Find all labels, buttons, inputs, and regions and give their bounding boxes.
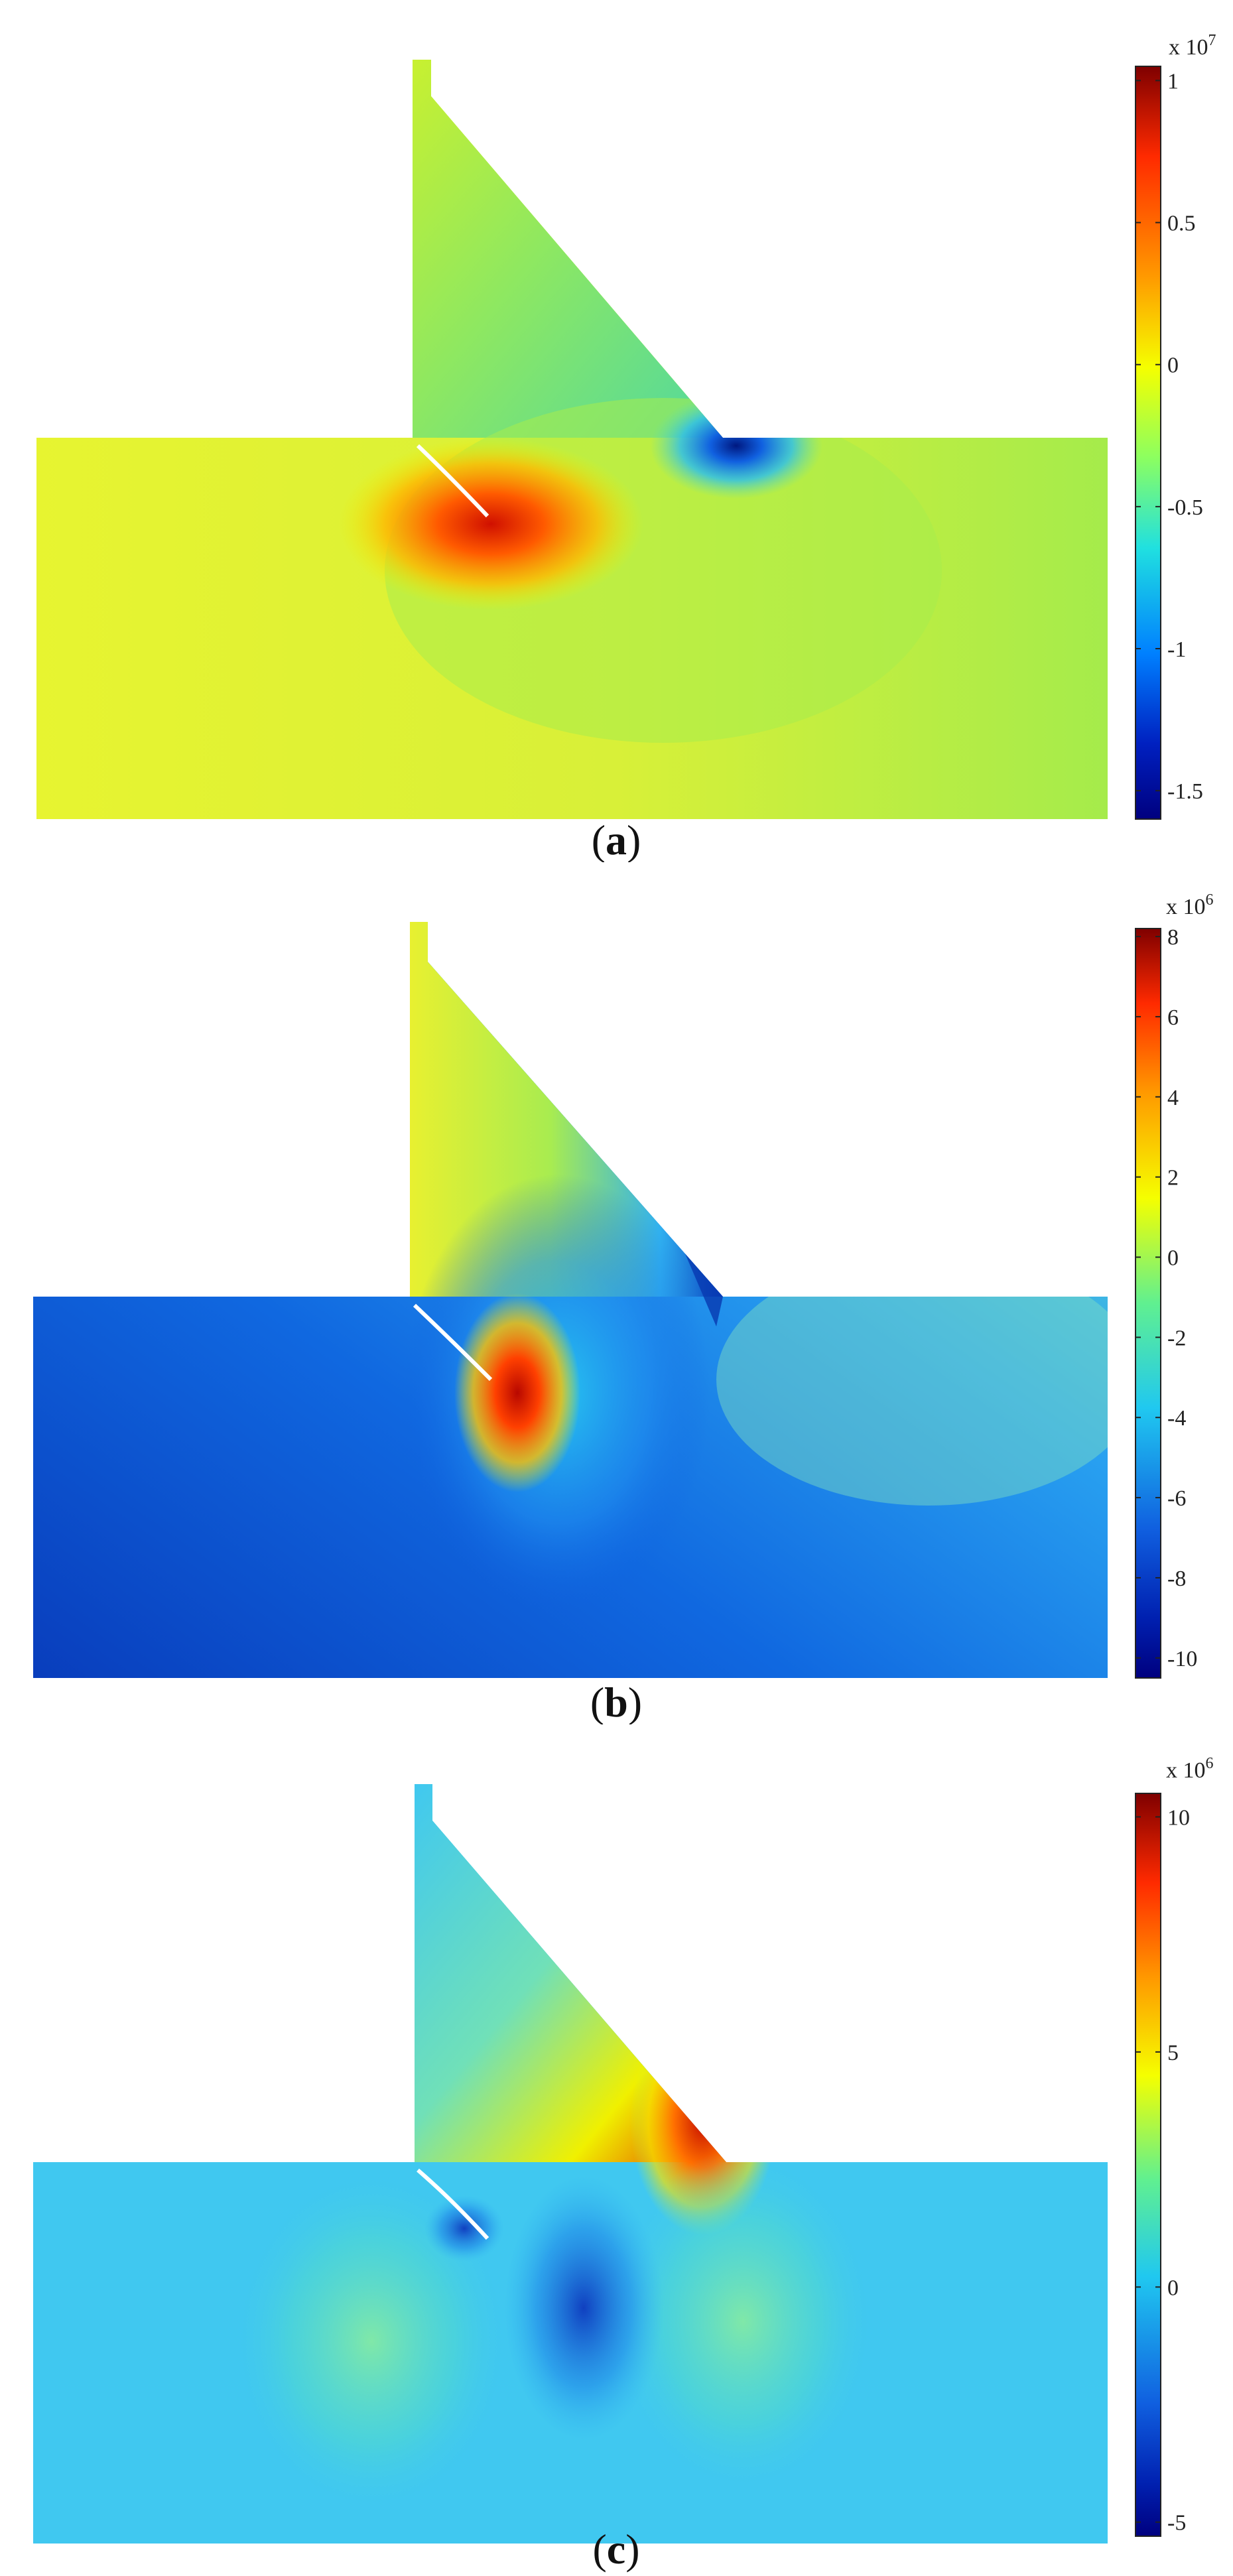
colorbar-tick-label: 0.5 bbox=[1167, 212, 1196, 236]
colorbar-tick-label: 6 bbox=[1167, 1005, 1179, 1030]
colorbar-multiplier-c: x 106 bbox=[1166, 1755, 1214, 1783]
panel-c: x 106 10 5 0 -5 (c) bbox=[0, 1724, 1233, 2576]
colorbar-tick-label: -5 bbox=[1167, 2511, 1186, 2536]
contour-plot-b: x 106 8 6 4 2 0 -2 -4 -6 -8 -10 (b) bbox=[33, 891, 1214, 1724]
colorbar-tick-label: 0 bbox=[1167, 354, 1179, 378]
colorbar-tick-label: -10 bbox=[1167, 1647, 1197, 1671]
field-a bbox=[36, 60, 1108, 819]
colorbar-ticks-a: 1 0.5 0 -0.5 -1 -1.5 bbox=[1136, 69, 1203, 804]
colorbar-tick-label: 8 bbox=[1167, 925, 1179, 950]
crack-path bbox=[416, 444, 489, 518]
colorbar-tick-label: -0.5 bbox=[1167, 495, 1203, 520]
colorbar-multiplier-a: x 107 bbox=[1169, 32, 1216, 60]
colorbar-a bbox=[1135, 66, 1161, 820]
crack-path bbox=[417, 2168, 489, 2240]
colorbar-tick-label: -1.5 bbox=[1167, 779, 1203, 804]
panel-b: x 106 8 6 4 2 0 -2 -4 -6 -8 -10 (b) bbox=[0, 862, 1233, 1724]
caption-a: (a) bbox=[592, 816, 641, 862]
panel-a: x 107 1 0.5 0 -0.5 -1 -1.5 (a) bbox=[0, 0, 1233, 862]
colorbar-tick-label: 5 bbox=[1167, 2041, 1179, 2065]
caption-b: (b) bbox=[590, 1679, 642, 1724]
colorbar-tick-label: 10 bbox=[1167, 1805, 1190, 1830]
field-b bbox=[33, 922, 1108, 1678]
contour-plot-a: x 107 1 0.5 0 -0.5 -1 -1.5 (a) bbox=[36, 32, 1216, 862]
colorbar-tick-label: -8 bbox=[1167, 1567, 1186, 1591]
field-c bbox=[33, 1784, 1108, 2544]
colorbar-tick-label: -4 bbox=[1167, 1406, 1186, 1431]
colorbar-tick-label: 0 bbox=[1167, 2276, 1179, 2300]
colorbar-tick-label: 0 bbox=[1167, 1246, 1179, 1271]
colorbar-tick-label: -1 bbox=[1167, 637, 1186, 662]
colorbar-tick-label: -6 bbox=[1167, 1486, 1186, 1511]
colorbar-tick-label: 1 bbox=[1167, 69, 1179, 94]
colorbar-ticks-b: 8 6 4 2 0 -2 -4 -6 -8 -10 bbox=[1136, 925, 1197, 1671]
crack-path bbox=[413, 1303, 493, 1382]
colorbar-multiplier-b: x 106 bbox=[1166, 891, 1214, 919]
colorbar-tick-label: -2 bbox=[1167, 1326, 1186, 1350]
colorbar-ticks-c: 10 5 0 -5 bbox=[1136, 1805, 1190, 2536]
colorbar-c bbox=[1135, 1793, 1161, 2537]
caption-c: (c) bbox=[592, 2526, 639, 2573]
colorbar-b bbox=[1135, 928, 1161, 1679]
contour-plot-c: x 106 10 5 0 -5 (c) bbox=[33, 1755, 1214, 2573]
colorbar-tick-label: 4 bbox=[1167, 1086, 1179, 1110]
colorbar-tick-label: 2 bbox=[1167, 1166, 1179, 1191]
